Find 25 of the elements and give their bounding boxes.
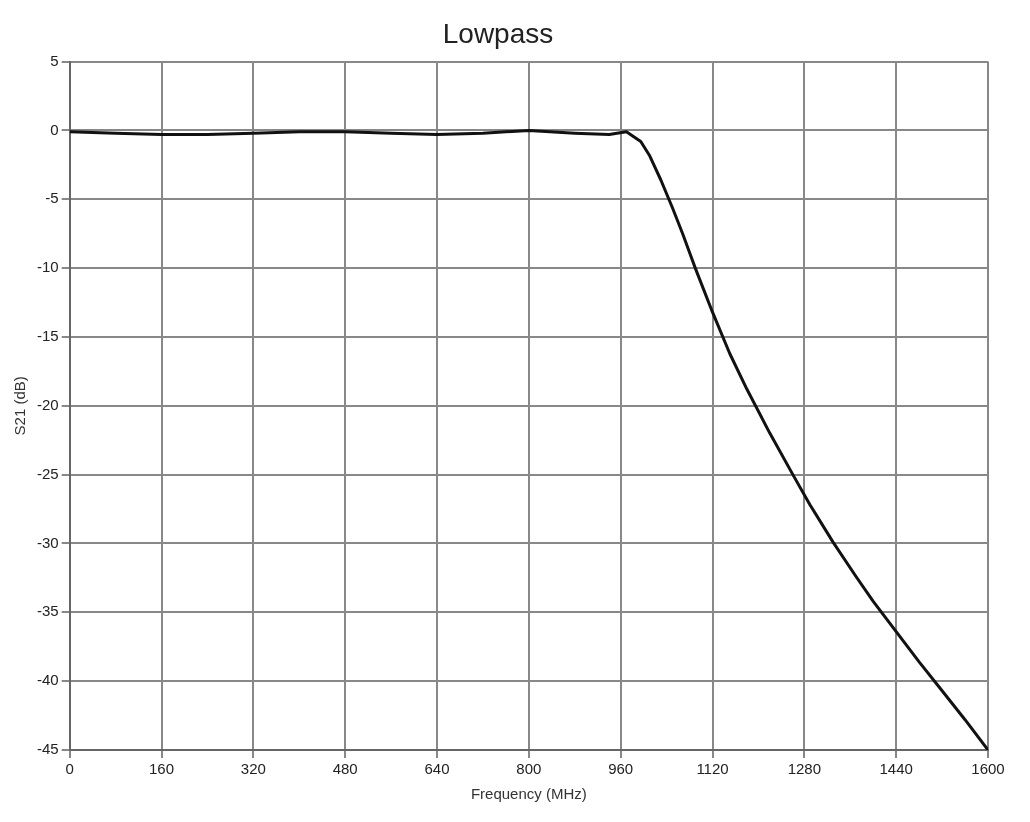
x-tick-label: 1280 (787, 760, 822, 778)
y-tick-label: 0 (50, 120, 59, 138)
y-tick-label: -45 (36, 740, 59, 758)
x-tick-label: 1120 (696, 760, 729, 778)
y-tick-label: -30 (36, 533, 59, 551)
y-tick-label: 5 (50, 51, 59, 69)
y-tick-label: -20 (36, 395, 59, 413)
x-tick-label: 800 (516, 760, 542, 778)
y-tick-label: -25 (36, 464, 59, 482)
x-tick-label: 1440 (879, 760, 913, 778)
x-tick-label: 0 (65, 760, 74, 778)
y-tick-label: -40 (36, 671, 59, 689)
x-tick-label: 480 (332, 760, 358, 778)
x-tick-label: 320 (240, 760, 266, 778)
y-tick-label: -5 (45, 189, 59, 207)
y-tick-label: -15 (36, 327, 59, 345)
y-axis-title: S21 (dB) (11, 376, 29, 436)
y-tick-label: -35 (36, 602, 59, 620)
x-tick-label: 160 (149, 760, 175, 778)
x-tick-label: 1600 (971, 760, 1005, 778)
y-tick-label: -10 (36, 258, 59, 276)
x-tick-label: 960 (608, 760, 634, 778)
x-axis-title: Frequency (MHz) (470, 785, 587, 803)
x-tick-label: 640 (424, 760, 450, 778)
chart-title: Lowpass (442, 17, 554, 49)
